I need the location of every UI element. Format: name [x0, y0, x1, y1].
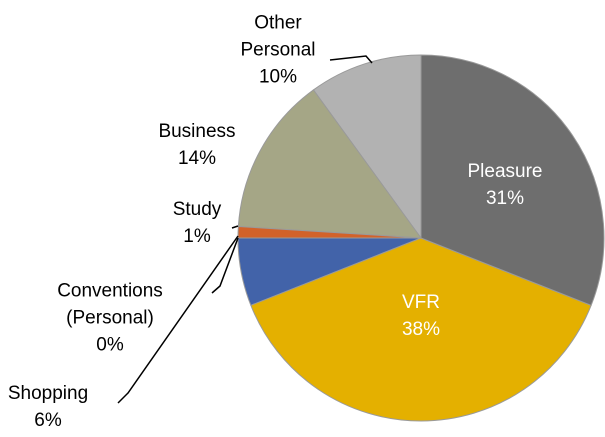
slice-label: Shopping 6% [0, 380, 108, 434]
value-label: 6% [34, 410, 62, 431]
category-label: VFR [402, 292, 440, 313]
slice-label: Other Personal 10% [223, 10, 333, 91]
category-label: Business [158, 121, 236, 142]
value-label: 10% [258, 66, 298, 88]
category-label: Shopping [7, 383, 89, 404]
slice-label: VFR 38% [381, 289, 461, 343]
slice-label: Pleasure 31% [445, 158, 565, 212]
pie-slice [420, 54, 605, 307]
value-label: 38% [401, 319, 441, 340]
value-label: 14% [177, 148, 217, 169]
slice-label: Study 1% [157, 196, 237, 250]
pie-slice [250, 237, 592, 422]
leader-line [329, 55, 373, 64]
leader-line [231, 225, 239, 229]
pie-slice [312, 54, 422, 240]
value-label: 1% [183, 226, 211, 247]
pie-slice [237, 89, 423, 239]
value-label: 31% [485, 188, 525, 209]
category-label: Conventions (Personal) [57, 280, 163, 329]
slice-label: Conventions (Personal) 0% [25, 278, 195, 359]
category-label: Study [172, 199, 222, 220]
slice-label: Business 14% [137, 118, 257, 172]
category-label: Other Personal [240, 12, 316, 61]
leader-line [117, 235, 239, 404]
leader-line [211, 237, 239, 294]
category-label: Pleasure [467, 161, 543, 182]
value-label: 0% [96, 334, 124, 356]
